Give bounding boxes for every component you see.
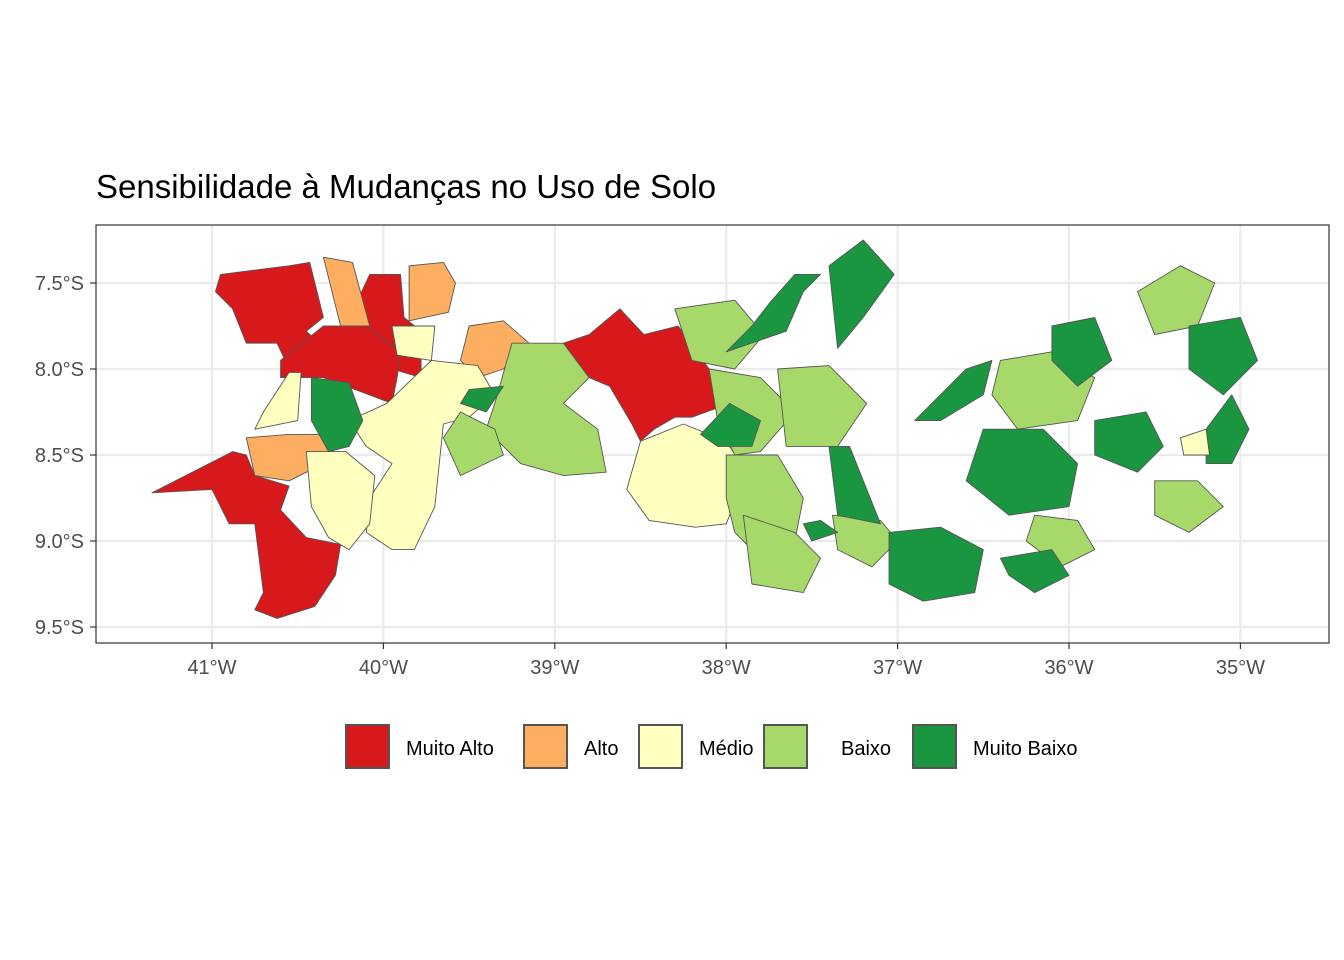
municipality-region bbox=[1179, 428, 1210, 456]
municipality-region bbox=[725, 273, 821, 353]
legend: Muito Alto Alto Médio Baixo Muito Baixo bbox=[345, 724, 1078, 769]
x-axis-ticks: 41°W 40°W 39°W 38°W 37°W 36°W 35°W bbox=[187, 643, 1265, 679]
municipality-region bbox=[999, 549, 1070, 594]
municipality-region bbox=[828, 445, 881, 525]
legend-key bbox=[638, 724, 683, 769]
municipality-region bbox=[914, 359, 993, 422]
map-title: Sensibilidade à Mudanças no Uso de Solo bbox=[96, 168, 717, 205]
y-tick-label: 7.5°S bbox=[35, 273, 84, 295]
municipality-region bbox=[460, 320, 530, 379]
x-tick-label: 35°W bbox=[1216, 657, 1265, 679]
legend-label: Médio bbox=[699, 738, 753, 760]
municipality-region bbox=[460, 385, 504, 413]
municipality-region bbox=[828, 239, 895, 349]
municipality-region bbox=[322, 256, 371, 327]
municipality-region bbox=[1051, 316, 1113, 387]
municipality-region bbox=[305, 451, 376, 551]
municipality-region bbox=[391, 325, 436, 361]
x-tick-label: 40°W bbox=[359, 657, 408, 679]
x-tick-label: 38°W bbox=[702, 657, 751, 679]
municipality-region bbox=[802, 519, 839, 542]
x-tick-label: 41°W bbox=[187, 657, 236, 679]
municipality-region bbox=[742, 514, 821, 594]
y-tick-label: 8.5°S bbox=[35, 445, 84, 467]
municipality-region bbox=[832, 514, 899, 568]
legend-key bbox=[912, 724, 957, 769]
municipality-region bbox=[151, 451, 342, 619]
legend-label: Alto bbox=[584, 738, 618, 760]
municipality-region bbox=[1205, 394, 1250, 465]
municipality-region bbox=[674, 299, 765, 370]
municipality-region bbox=[1094, 411, 1164, 473]
legend-label: Baixo bbox=[841, 738, 891, 760]
legend-key bbox=[763, 724, 808, 769]
y-tick-label: 8.0°S bbox=[35, 359, 84, 381]
x-tick-label: 36°W bbox=[1044, 657, 1093, 679]
municipality-region bbox=[626, 423, 748, 528]
municipality-region bbox=[442, 411, 504, 477]
municipality-region bbox=[888, 526, 984, 602]
municipality-region bbox=[254, 371, 302, 430]
municipality-region bbox=[485, 342, 607, 477]
y-tick-label: 9.5°S bbox=[35, 617, 84, 639]
legend-label: Muito Alto bbox=[406, 738, 494, 760]
municipality-region bbox=[965, 428, 1079, 516]
municipality-region bbox=[777, 365, 868, 447]
panel-border bbox=[95, 224, 1330, 644]
municipality-region bbox=[1154, 480, 1224, 533]
y-axis-ticks: 7.5°S 8.0°S 8.5°S 9.0°S 9.5°S bbox=[35, 273, 96, 639]
x-tick-label: 37°W bbox=[873, 657, 922, 679]
legend-key bbox=[345, 724, 390, 769]
municipality-region bbox=[408, 261, 456, 322]
municipality-region bbox=[700, 402, 761, 447]
legend-label: Muito Baixo bbox=[973, 738, 1078, 760]
municipality-regions bbox=[151, 239, 1258, 619]
municipality-region bbox=[1188, 316, 1258, 396]
legend-key bbox=[523, 724, 568, 769]
y-tick-label: 9.0°S bbox=[35, 531, 84, 553]
municipality-region bbox=[1137, 265, 1216, 336]
x-tick-label: 39°W bbox=[530, 657, 579, 679]
municipality-region bbox=[310, 377, 364, 453]
